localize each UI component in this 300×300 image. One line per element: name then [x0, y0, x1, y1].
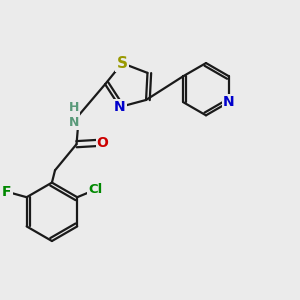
- Text: F: F: [2, 185, 11, 199]
- Text: Cl: Cl: [88, 183, 103, 196]
- Text: N: N: [114, 100, 126, 114]
- Text: N: N: [223, 95, 234, 109]
- Text: H
N: H N: [69, 101, 79, 129]
- Text: O: O: [97, 136, 109, 150]
- Text: S: S: [117, 56, 128, 71]
